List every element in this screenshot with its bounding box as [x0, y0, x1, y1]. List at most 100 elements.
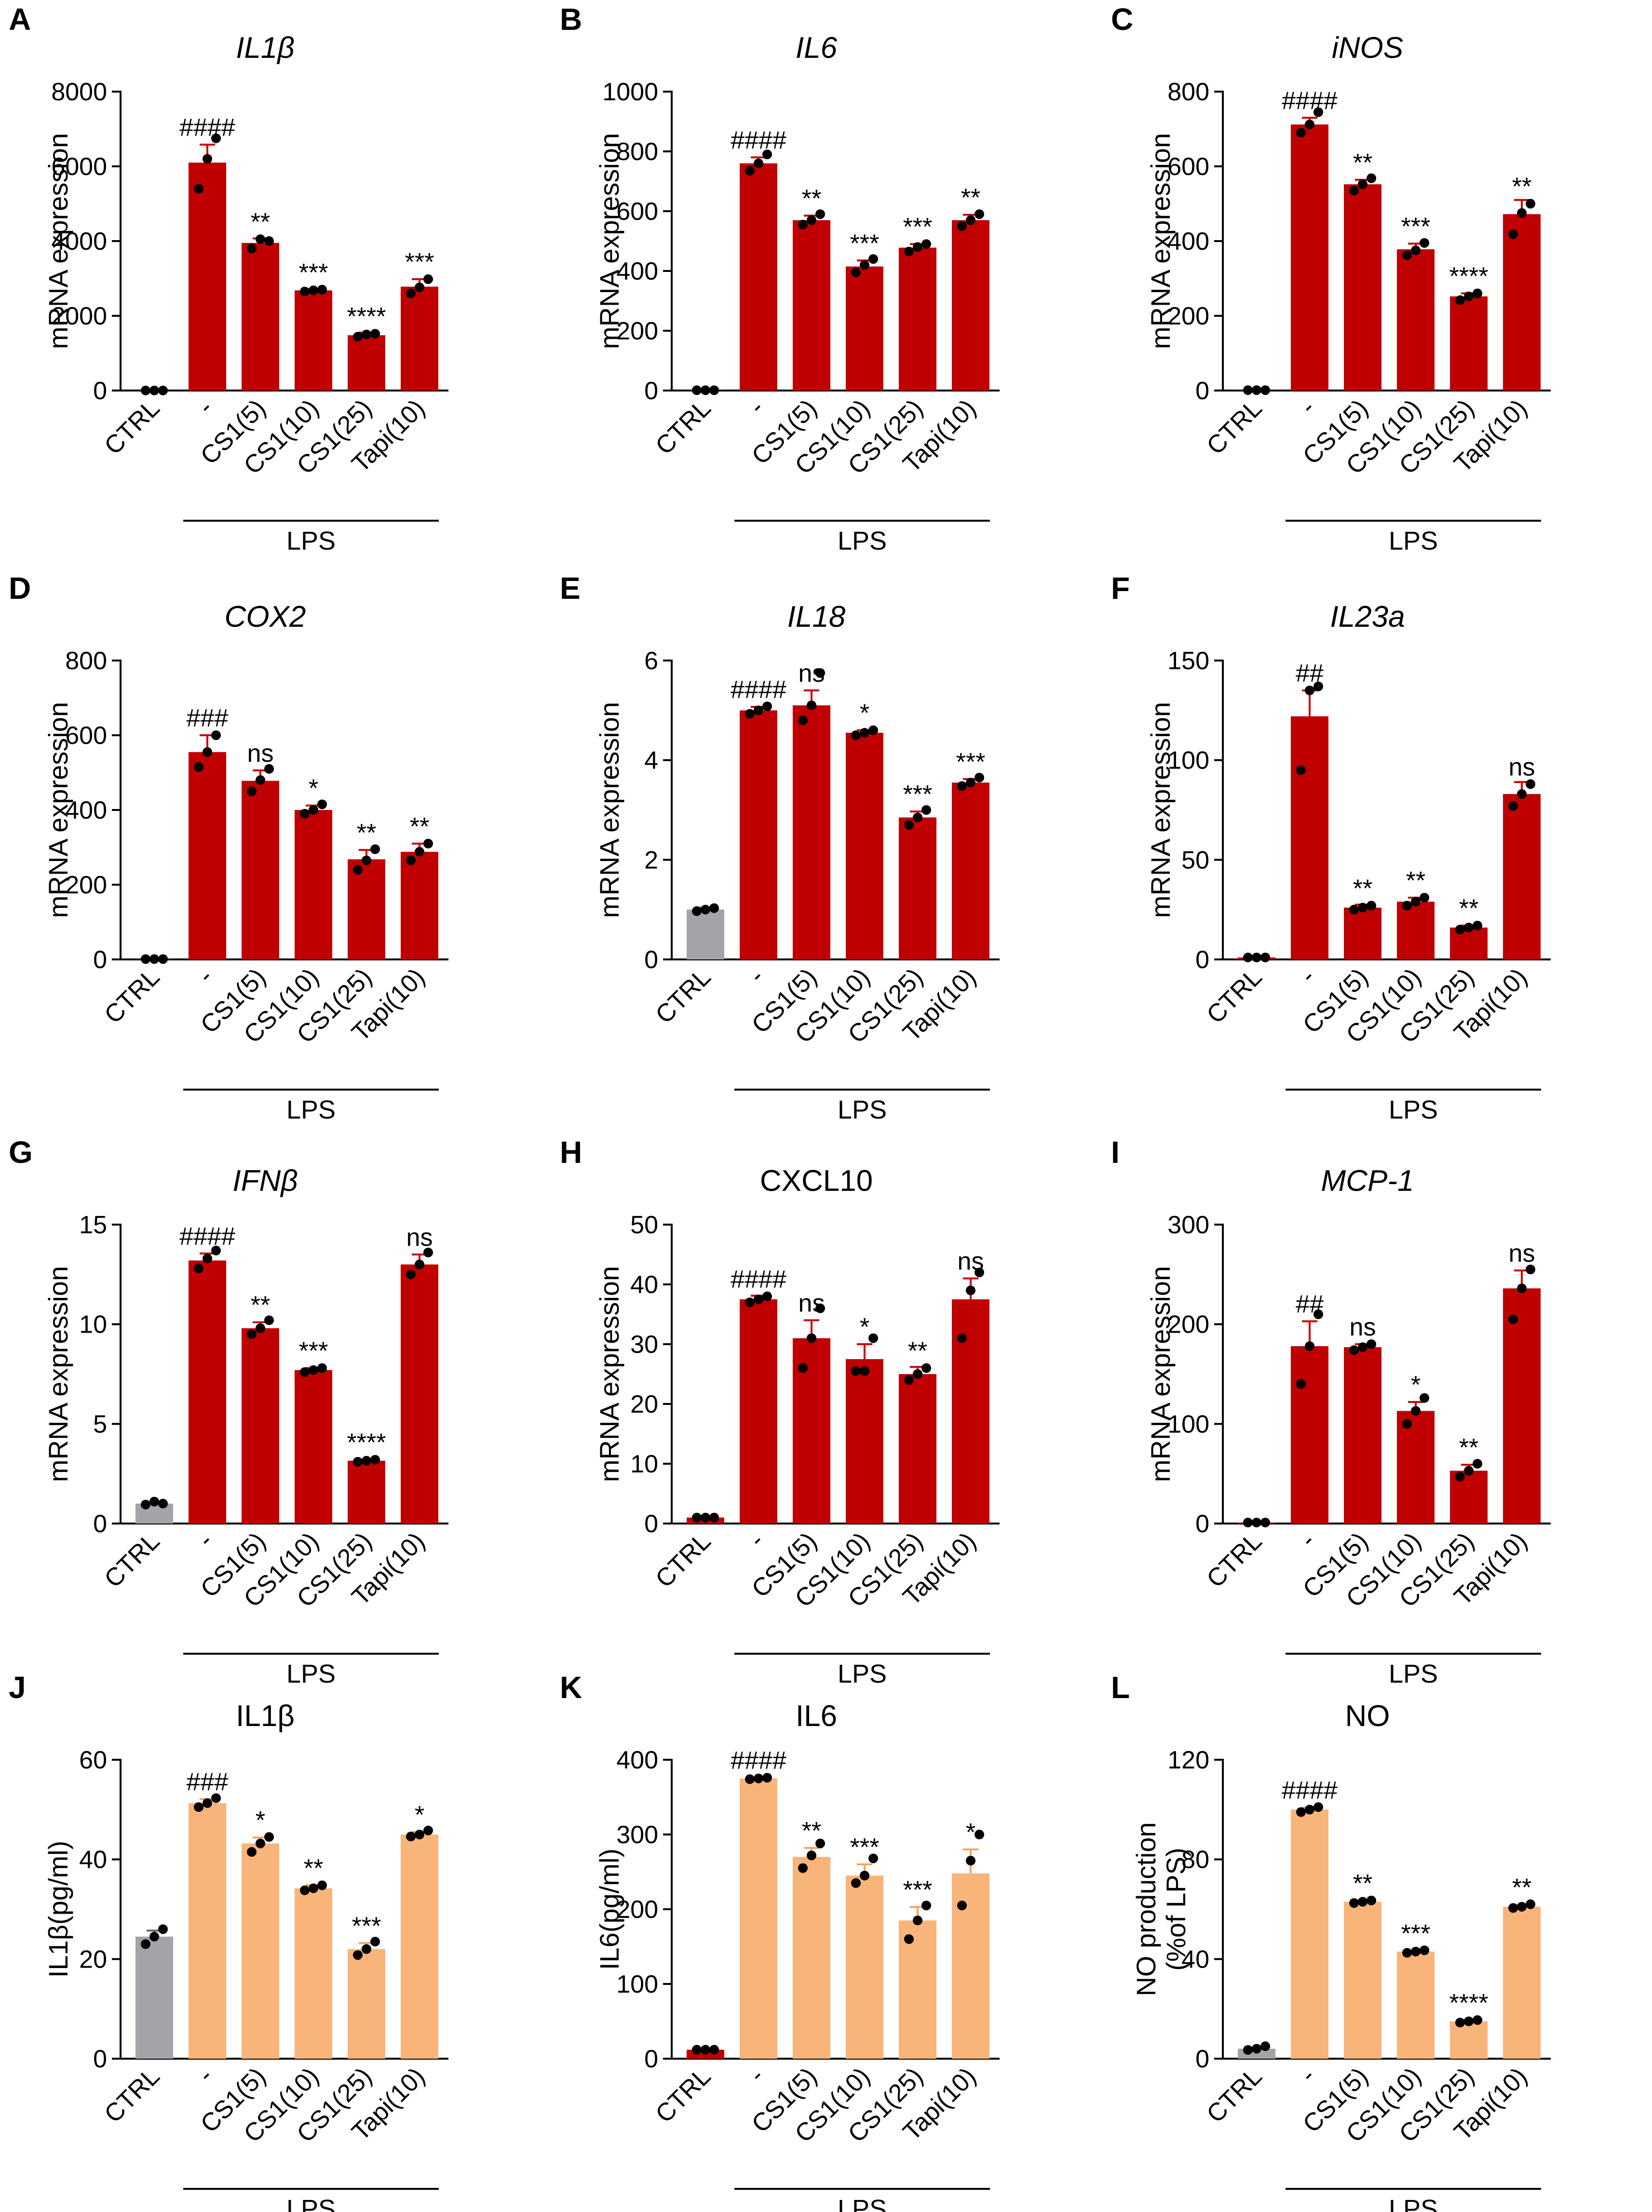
- data-point: [754, 1773, 763, 1783]
- bar-3: [846, 1359, 883, 1524]
- lps-group-label: LPS: [838, 1095, 887, 1124]
- y-tick-label: 40: [79, 1846, 107, 1874]
- x-tick-label: -: [192, 394, 218, 419]
- y-tick-label: 5: [93, 1410, 107, 1438]
- y-tick-label: 800: [65, 647, 107, 675]
- data-point: [904, 1375, 914, 1385]
- significance-label: ****: [1449, 1989, 1489, 2017]
- y-tick-label: 6000: [51, 153, 107, 181]
- y-tick-label: 800: [1167, 78, 1209, 106]
- panel-letter: G: [9, 1135, 33, 1170]
- data-point: [300, 1367, 310, 1377]
- data-point: [194, 1802, 203, 1812]
- data-point: [904, 246, 914, 256]
- y-tick-label: 2: [644, 846, 658, 874]
- data-point: [1517, 208, 1527, 218]
- data-point: [149, 1497, 159, 1507]
- x-tick-label: CTRL: [99, 963, 165, 1029]
- data-point: [1464, 291, 1474, 301]
- chart-title: IL1β: [236, 31, 295, 65]
- data-point: [1517, 1902, 1527, 1912]
- data-point: [798, 219, 808, 229]
- panel-letter: J: [9, 1670, 26, 1705]
- y-tick-label: 300: [616, 1821, 658, 1849]
- data-point: [158, 1498, 168, 1509]
- data-point: [264, 1315, 274, 1325]
- chart-title: IFNβ: [232, 1164, 298, 1198]
- data-point: [921, 1901, 931, 1911]
- data-point: [1243, 1517, 1253, 1527]
- x-tick-label: CTRL: [99, 2062, 165, 2128]
- data-point: [754, 705, 763, 715]
- data-point: [353, 1457, 363, 1467]
- bar-3: [1397, 902, 1435, 959]
- bar-5: [952, 220, 989, 391]
- x-tick-label: -: [1295, 394, 1320, 419]
- data-point: [1260, 952, 1270, 962]
- bar-2: [1344, 907, 1381, 959]
- data-point: [1358, 1897, 1368, 1907]
- data-point: [1305, 120, 1314, 130]
- significance-label: **: [251, 208, 270, 236]
- y-axis-label: mRNA expression: [43, 133, 73, 349]
- y-tick-label: 6: [644, 647, 658, 675]
- data-point: [1260, 1517, 1270, 1527]
- data-point: [406, 288, 416, 298]
- data-point: [415, 283, 424, 293]
- y-tick-label: 200: [616, 1896, 658, 1924]
- significance-label: ##: [1296, 1290, 1324, 1318]
- bar-5: [401, 286, 438, 391]
- significance-label: *: [1411, 1371, 1421, 1399]
- x-tick-label: -: [744, 394, 769, 419]
- data-point: [415, 847, 424, 857]
- chart-title: NO: [1345, 1699, 1390, 1733]
- data-point: [1508, 801, 1518, 811]
- data-point: [754, 158, 763, 168]
- significance-label: **: [961, 184, 980, 212]
- data-point: [1464, 2016, 1474, 2026]
- chart-title: COX2: [225, 600, 306, 634]
- bar-4: [348, 1949, 385, 2059]
- data-point: [701, 385, 710, 395]
- significance-label: ***: [352, 1912, 381, 1940]
- data-point: [957, 1901, 967, 1911]
- data-point: [692, 385, 702, 395]
- data-point: [317, 1880, 327, 1890]
- y-tick-label: 4: [644, 747, 658, 775]
- y-tick-label: 600: [1167, 153, 1209, 181]
- significance-label: *: [309, 775, 318, 803]
- y-tick-label: 0: [93, 377, 107, 405]
- data-point: [1260, 385, 1270, 395]
- significance-label: ****: [1449, 263, 1489, 291]
- data-point: [692, 2045, 702, 2055]
- bar-4: [899, 247, 936, 391]
- bar-3: [295, 810, 332, 959]
- data-point: [1358, 1342, 1368, 1352]
- data-point: [264, 764, 274, 774]
- y-axis-label: mRNA expression: [594, 702, 624, 918]
- data-point: [1296, 128, 1306, 138]
- data-point: [1526, 1899, 1535, 1909]
- panel-letter: I: [1111, 1135, 1120, 1170]
- data-point: [692, 1512, 702, 1523]
- bar-3: [295, 290, 332, 391]
- significance-label: ***: [1401, 213, 1431, 241]
- data-point: [1296, 1807, 1306, 1817]
- data-point: [957, 781, 967, 791]
- data-point: [256, 1838, 265, 1848]
- panel-letter: H: [560, 1135, 582, 1170]
- significance-label: ns: [799, 1289, 825, 1317]
- data-point: [1455, 2018, 1465, 2028]
- data-point: [1349, 1898, 1359, 1908]
- lps-group-label: LPS: [838, 526, 887, 555]
- data-point: [203, 1798, 212, 1808]
- lps-group-label: LPS: [1389, 1095, 1438, 1124]
- bar-4: [899, 1374, 936, 1524]
- data-point: [762, 1773, 772, 1783]
- bar-1: [189, 752, 226, 959]
- significance-label: **: [1459, 1434, 1478, 1462]
- y-tick-label: 400: [616, 257, 658, 285]
- data-point: [701, 1512, 710, 1523]
